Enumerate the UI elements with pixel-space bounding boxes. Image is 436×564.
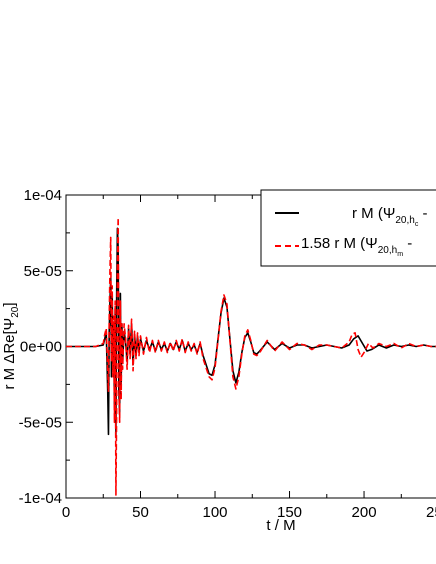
x-tick-label: 200	[352, 504, 377, 521]
y-tick-label: 5e-05	[24, 263, 62, 280]
y-axis-title-main: r M ΔRe[Ψ	[1, 318, 18, 390]
series-line-red	[66, 216, 436, 496]
legend-entry-red: 1.58 r M (Ψ20,hm -	[301, 235, 412, 258]
y-axis-title-close: ]	[1, 302, 18, 306]
y-axis-title-sub: 20	[10, 306, 21, 318]
x-tick-label: 100	[203, 504, 228, 521]
x-axis-title: t / M	[266, 517, 295, 534]
svg-text:r M ΔRe[Ψ20]: r M ΔRe[Ψ20]	[1, 302, 21, 389]
x-axis: 0 50 100 150 200 250	[62, 195, 436, 521]
y-axis-title: r M ΔRe[Ψ20]	[1, 302, 21, 389]
legend: r M (Ψ20,hc - 1.58 r M (Ψ20,hm -	[260, 189, 436, 267]
y-tick-label: -1e-04	[19, 490, 62, 507]
y-tick-label: 1e-04	[24, 187, 62, 204]
y-axis: -1e-04 -5e-05 0e+00 5e-05 1e-04	[19, 187, 73, 507]
x-tick-label: 0	[62, 504, 70, 521]
legend-entry-black: r M (Ψ20,hc -	[352, 205, 428, 228]
y-tick-label: -5e-05	[19, 414, 62, 431]
x-tick-label: 50	[132, 504, 149, 521]
x-tick-label: 250	[426, 504, 436, 521]
y-tick-label: 0e+00	[20, 339, 62, 356]
legend-box	[260, 189, 436, 267]
x-tick-label: 150	[277, 504, 302, 521]
series-layer	[66, 216, 436, 496]
